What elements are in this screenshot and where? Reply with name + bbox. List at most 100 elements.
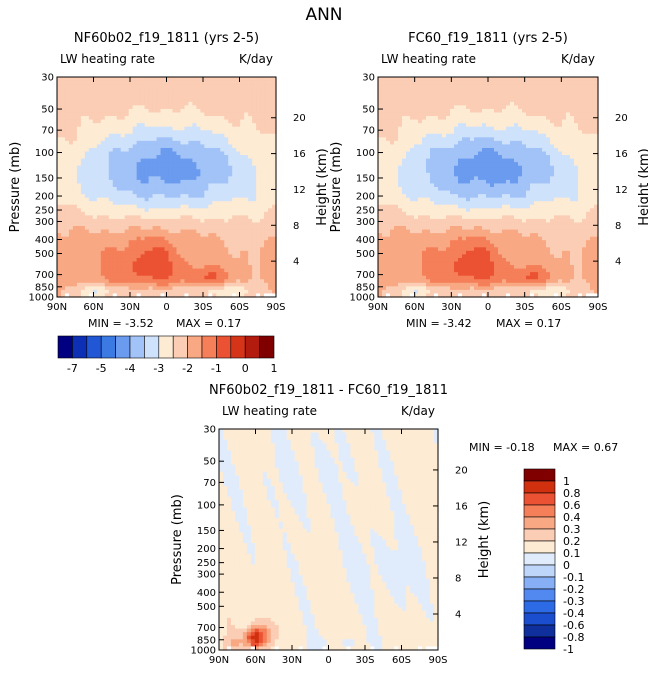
contour-cell (184, 236, 189, 241)
contour-cell (88, 289, 94, 295)
contour-cell (248, 247, 253, 252)
contour-cell (410, 133, 415, 138)
contour-cell (566, 130, 571, 135)
contour-cell (112, 80, 118, 85)
contour-cell (84, 123, 90, 128)
contour-cell (128, 243, 134, 248)
contour-cell (204, 98, 209, 103)
contour-cell (116, 116, 122, 121)
contour-cell (224, 137, 229, 142)
contour-cell (570, 151, 575, 156)
contour-cell (442, 151, 447, 156)
contour-cell (88, 222, 94, 227)
contour-cell (204, 247, 209, 252)
contour-cell (184, 176, 189, 181)
contour-cell (216, 130, 221, 135)
contour-cell (232, 187, 237, 192)
contour-cell (116, 112, 122, 117)
contour-cell (120, 218, 126, 224)
contour-cell (64, 254, 70, 259)
contour-cell (168, 147, 174, 153)
contour-cell (390, 172, 395, 177)
contour-cell (260, 140, 265, 146)
contour-cell (72, 123, 78, 128)
contour-cell (454, 101, 459, 106)
contour-cell (188, 250, 193, 256)
contour-cell (84, 91, 90, 96)
contour-cell (172, 112, 178, 117)
contour-cell (152, 130, 158, 135)
contour-cell (68, 272, 74, 277)
contour-cell (100, 144, 106, 149)
contour-cell (506, 165, 511, 170)
contour-cell (244, 289, 249, 295)
contour-cell (64, 165, 70, 170)
contour-cell (534, 123, 539, 128)
contour-cell (232, 87, 237, 92)
contour-cell (450, 112, 455, 117)
contour-cell (76, 77, 82, 82)
contour-cell (132, 140, 138, 146)
contour-cell (256, 187, 261, 192)
contour-cell (454, 94, 459, 99)
contour-cell (236, 289, 241, 295)
contour-cell (88, 98, 94, 103)
contour-cell (502, 162, 507, 167)
contour-cell (482, 126, 487, 131)
contour-cell (208, 215, 213, 220)
contour-cell (272, 272, 277, 277)
contour-cell (92, 123, 98, 128)
contour-cell (240, 187, 245, 192)
contour-cell (252, 243, 257, 248)
contour-cell (482, 155, 487, 160)
contour-cell (188, 257, 193, 263)
contour-cell (128, 162, 134, 167)
contour-cell (264, 144, 269, 149)
contour-cell (104, 261, 110, 266)
contour-cell (566, 101, 571, 106)
contour-cell (462, 91, 467, 96)
contour-cell (478, 155, 483, 160)
contour-cell (196, 229, 201, 234)
contour-cell (582, 91, 587, 96)
contour-cell (164, 105, 170, 110)
contour-cell (152, 108, 158, 114)
contour-cell (108, 108, 114, 114)
contour-cell (57, 169, 62, 174)
contour-cell (124, 130, 130, 135)
contour-cell (80, 80, 86, 85)
contour-cell (228, 183, 233, 188)
contour-cell (132, 126, 138, 131)
contour-cell (164, 80, 170, 85)
panel-title: NF60b02_f19_1811 (yrs 2-5) (74, 31, 259, 46)
contour-cell (542, 87, 547, 92)
contour-cell (140, 140, 146, 146)
contour-cell (390, 77, 395, 82)
contour-cell (204, 108, 209, 114)
contour-cell (148, 108, 154, 114)
contour-cell (180, 286, 186, 291)
contour-cell (406, 165, 411, 170)
contour-cell (244, 194, 249, 199)
contour-cell (378, 169, 383, 174)
contour-cell (168, 240, 174, 245)
contour-cell (136, 105, 142, 110)
contour-cell (96, 187, 102, 192)
contour-cell (64, 229, 70, 234)
contour-cell (240, 194, 245, 199)
contour-cell (96, 190, 102, 195)
contour-cell (390, 108, 395, 114)
contour-cell (60, 204, 66, 209)
contour-cell (84, 165, 90, 170)
contour-cell (244, 140, 249, 146)
contour-cell (100, 215, 106, 220)
contour-cell (514, 144, 519, 149)
contour-cell (120, 80, 126, 85)
contour-cell (268, 204, 273, 209)
contour-cell (260, 257, 265, 263)
contour-cell (410, 116, 415, 121)
contour-cell (268, 126, 273, 131)
contour-cell (542, 84, 547, 89)
contour-cell (578, 80, 583, 85)
contour-cell (72, 119, 78, 124)
